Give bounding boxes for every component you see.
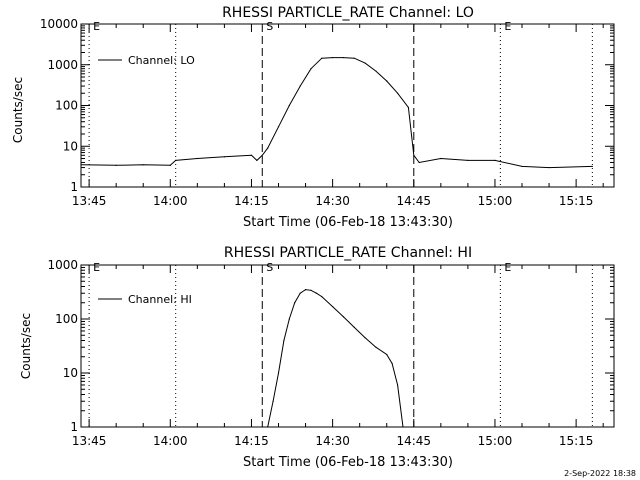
lo-y-axis-label: Counts/sec <box>11 77 25 143</box>
lo-x-tick-label: 15:15 <box>559 194 594 208</box>
hi-y-tick-label: 100 <box>55 312 78 326</box>
hi-data-point <box>402 426 404 428</box>
lo-marker-label: S <box>266 20 273 33</box>
hi-chart-title: RHESSI PARTICLE_RATE Channel: HI <box>224 245 472 261</box>
hi-data-point <box>332 305 334 308</box>
lo-plot-frame <box>80 23 615 188</box>
lo-series-line <box>80 57 593 169</box>
hi-data-point <box>272 400 274 402</box>
lo-y-tick-label: 10 <box>63 139 78 153</box>
lo-x-tick-label: 15:00 <box>478 194 513 208</box>
lo-y-tick-label: 1000 <box>47 58 78 72</box>
lo-data-point <box>321 57 323 59</box>
lo-data-point <box>494 159 496 161</box>
hi-plot-frame <box>80 264 615 428</box>
hi-legend-label: Channel: HI <box>128 293 192 306</box>
hi-data-point <box>294 302 296 304</box>
lo-data-point <box>288 104 290 107</box>
hi-data-point <box>315 292 317 294</box>
hi-marker-label: E <box>93 261 100 274</box>
hi-data-point <box>321 295 323 298</box>
hi-series-line <box>267 289 404 428</box>
hi-channel-panel: RHESSI PARTICLE_RATE Channel: HI Start T… <box>19 245 615 470</box>
lo-data-point <box>342 56 345 59</box>
hi-y-tick-label: 10 <box>63 366 78 380</box>
lo-data-point <box>440 157 442 160</box>
lo-data-point <box>267 147 269 149</box>
hi-y-tick-label: 1000 <box>47 258 78 272</box>
lo-data-point <box>548 166 550 169</box>
hi-data-point <box>391 362 393 365</box>
lo-x-tick-label: 13:45 <box>72 194 107 208</box>
lo-data-point <box>396 92 399 94</box>
hi-data-point <box>364 337 366 339</box>
lo-data-point <box>467 159 469 161</box>
hi-data-point <box>304 289 307 291</box>
hi-data-point <box>342 316 345 318</box>
hi-x-tick-label: 15:00 <box>478 434 513 448</box>
lo-x-tick-label: 14:45 <box>396 194 431 208</box>
plot-timestamp: 2-Sep-2022 18:38 <box>564 469 636 478</box>
lo-data-point <box>169 164 171 166</box>
hi-x-axis-label: Start Time (06-Feb-18 13:43:30) <box>243 455 453 470</box>
lo-x-tick-label: 14:00 <box>153 194 188 208</box>
hi-x-tick-label: 14:30 <box>315 434 350 448</box>
lo-x-tick-label: 14:30 <box>315 194 350 208</box>
lo-data-point <box>80 164 82 166</box>
hi-marker-label: E <box>504 261 511 274</box>
lo-data-point <box>256 159 258 161</box>
lo-legend-label: Channel: LO <box>128 54 195 67</box>
hi-x-tick-label: 14:15 <box>234 434 269 448</box>
hi-data-point <box>386 353 388 356</box>
hi-data-point <box>288 318 290 320</box>
hi-data-point <box>267 426 269 428</box>
lo-chart-title: RHESSI PARTICLE_RATE Channel: LO <box>222 5 474 21</box>
lo-data-point <box>521 165 523 168</box>
lo-data-point <box>332 56 334 59</box>
hi-x-tick-label: 14:45 <box>396 434 431 448</box>
lo-data-point <box>142 164 144 166</box>
lo-data-point <box>277 126 280 128</box>
hi-y-tick-label: 1 <box>70 420 78 434</box>
lo-x-axis-label: Start Time (06-Feb-18 13:43:30) <box>243 215 453 230</box>
lo-marker-label: E <box>504 20 511 33</box>
lo-y-tick-label: 1 <box>70 180 78 194</box>
lo-data-point <box>299 85 301 87</box>
hi-data-point <box>299 292 301 294</box>
lo-data-point <box>353 57 355 59</box>
lo-y-tick-label: 100 <box>55 99 78 113</box>
lo-data-point <box>407 106 409 108</box>
lo-data-point <box>418 161 420 164</box>
hi-data-point <box>353 326 355 328</box>
lo-data-point <box>223 156 225 158</box>
hi-data-point <box>277 372 280 374</box>
hi-y-axis-label: Counts/sec <box>19 313 33 379</box>
lo-data-point <box>413 154 415 156</box>
hi-data-point <box>310 289 312 291</box>
lo-channel-panel: RHESSI PARTICLE_RATE Channel: LO Start T… <box>11 5 615 230</box>
lo-data-point <box>261 154 263 156</box>
lo-y-tick-label: 10000 <box>40 17 78 31</box>
lo-x-tick-label: 14:15 <box>234 194 269 208</box>
lo-data-point <box>115 164 117 166</box>
hi-x-tick-label: 15:15 <box>559 434 594 448</box>
lo-data-point <box>591 165 593 168</box>
hi-x-tick-label: 14:00 <box>153 434 188 448</box>
lo-data-point <box>196 157 198 160</box>
lo-data-point <box>310 68 312 70</box>
hi-marker-label: S <box>266 261 273 274</box>
hi-data-point <box>396 384 399 386</box>
lo-data-point <box>375 70 377 72</box>
hi-data-point <box>375 346 377 348</box>
hi-data-point <box>283 339 285 342</box>
lo-data-point <box>175 159 177 161</box>
hi-x-tick-label: 13:45 <box>72 434 107 448</box>
lo-data-point <box>386 80 388 82</box>
lo-data-point <box>364 62 366 64</box>
lo-marker-label: E <box>93 20 100 33</box>
lo-data-point <box>250 154 253 156</box>
